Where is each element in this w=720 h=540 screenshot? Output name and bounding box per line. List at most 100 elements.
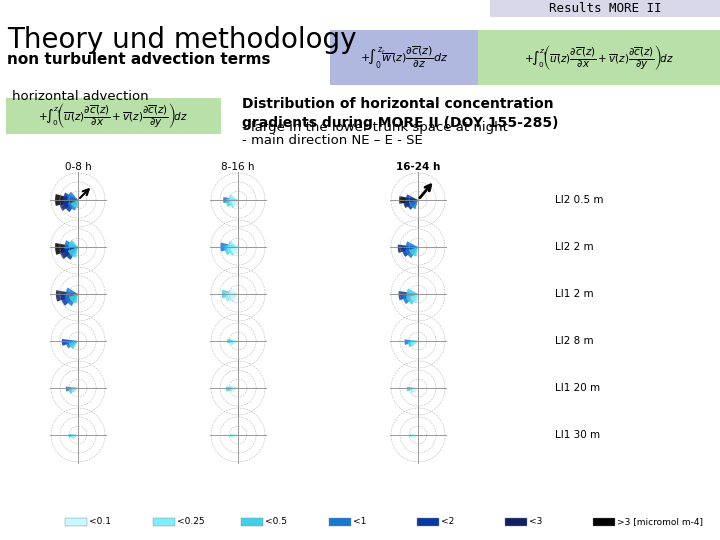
Wedge shape: [55, 194, 78, 206]
Text: Theory und methodology: Theory und methodology: [7, 26, 356, 54]
Wedge shape: [59, 198, 78, 211]
Bar: [593, 518, 615, 526]
Text: non turbulent advection terms: non turbulent advection terms: [7, 52, 271, 68]
Wedge shape: [228, 241, 238, 248]
Wedge shape: [228, 294, 238, 303]
Bar: [330, 30, 478, 85]
Wedge shape: [68, 434, 78, 438]
Bar: [417, 518, 439, 526]
Wedge shape: [55, 243, 78, 255]
Wedge shape: [407, 387, 418, 392]
Bar: [65, 518, 87, 526]
Wedge shape: [233, 434, 238, 437]
Wedge shape: [410, 340, 418, 347]
Text: LI2 2 m: LI2 2 m: [555, 242, 593, 252]
Wedge shape: [228, 288, 238, 295]
Wedge shape: [406, 194, 418, 202]
Wedge shape: [230, 247, 238, 254]
Text: LI1 30 m: LI1 30 m: [555, 430, 600, 440]
Wedge shape: [405, 339, 418, 345]
Wedge shape: [68, 388, 78, 394]
Text: Distribution of horizontal concentration
gradients during MORE II (DOY 155-285): Distribution of horizontal concentration…: [242, 97, 559, 131]
Wedge shape: [63, 193, 78, 202]
Wedge shape: [66, 341, 78, 348]
Wedge shape: [67, 192, 78, 200]
Text: <2: <2: [441, 517, 454, 526]
Wedge shape: [62, 339, 78, 346]
Wedge shape: [226, 199, 238, 207]
Wedge shape: [233, 339, 238, 343]
Bar: [505, 518, 527, 526]
Bar: [329, 518, 351, 526]
Text: $+\!\int_{0}^{z_r}\!\overline{w}(z)\dfrac{\partial\overline{c}(z)}{\partial z}dz: $+\!\int_{0}^{z_r}\!\overline{w}(z)\dfra…: [360, 45, 449, 71]
Wedge shape: [56, 290, 78, 301]
Wedge shape: [71, 387, 78, 393]
Text: $+\!\int_{0}^{z_r}\!\!\left(\overline{u}(z)\dfrac{\partial\overline{c}(z)}{\part: $+\!\int_{0}^{z_r}\!\!\left(\overline{u}…: [524, 44, 674, 72]
Wedge shape: [412, 435, 418, 439]
Wedge shape: [230, 341, 238, 346]
Wedge shape: [410, 388, 418, 393]
Wedge shape: [230, 386, 238, 392]
Text: <0.25: <0.25: [177, 517, 204, 526]
Bar: [153, 518, 175, 526]
Text: <0.5: <0.5: [265, 517, 287, 526]
Wedge shape: [69, 294, 78, 303]
Wedge shape: [228, 200, 238, 208]
Text: $+\!\int_{0}^{z_r}\!\!\left(\overline{u}(z)\dfrac{\partial\overline{c}(z)}{\part: $+\!\int_{0}^{z_r}\!\!\left(\overline{u}…: [38, 102, 188, 131]
Wedge shape: [399, 291, 418, 300]
Wedge shape: [232, 200, 238, 207]
Wedge shape: [406, 200, 418, 210]
Wedge shape: [407, 288, 418, 296]
Text: LI2 0.5 m: LI2 0.5 m: [555, 195, 603, 205]
Wedge shape: [406, 241, 418, 249]
Wedge shape: [410, 434, 418, 437]
Wedge shape: [60, 293, 78, 306]
Wedge shape: [403, 199, 418, 208]
Wedge shape: [68, 341, 78, 349]
Wedge shape: [409, 200, 418, 209]
Wedge shape: [71, 435, 78, 440]
Wedge shape: [68, 200, 78, 211]
Text: 0-8 h: 0-8 h: [65, 162, 91, 172]
Text: 8-16 h: 8-16 h: [221, 162, 255, 172]
Text: LI1 2 m: LI1 2 m: [555, 289, 593, 299]
Wedge shape: [225, 293, 238, 302]
Wedge shape: [406, 294, 418, 305]
Wedge shape: [226, 387, 238, 392]
Wedge shape: [63, 200, 78, 212]
Wedge shape: [71, 200, 78, 208]
Wedge shape: [228, 339, 238, 343]
Wedge shape: [223, 197, 238, 203]
Wedge shape: [397, 245, 418, 253]
Wedge shape: [405, 247, 418, 258]
Text: - main direction NE – E - SE: - main direction NE – E - SE: [242, 134, 423, 147]
Wedge shape: [408, 341, 418, 347]
Text: LI2 8 m: LI2 8 m: [555, 336, 593, 346]
Wedge shape: [66, 387, 78, 392]
Text: <3: <3: [529, 517, 542, 526]
Text: <1: <1: [353, 517, 366, 526]
Wedge shape: [409, 247, 418, 256]
Text: LI1 20 m: LI1 20 m: [555, 383, 600, 393]
Wedge shape: [228, 247, 238, 256]
Wedge shape: [402, 247, 418, 257]
Wedge shape: [410, 294, 418, 302]
Bar: [241, 518, 263, 526]
Wedge shape: [232, 386, 238, 392]
Wedge shape: [65, 294, 78, 306]
Text: - large in the lower trunk space at night: - large in the lower trunk space at nigh…: [242, 120, 508, 133]
Bar: [478, 30, 720, 85]
Wedge shape: [412, 387, 418, 393]
Wedge shape: [228, 194, 238, 201]
Bar: [6, 98, 221, 134]
Wedge shape: [402, 294, 418, 304]
Text: <0.1: <0.1: [89, 517, 111, 526]
Text: 16-24 h: 16-24 h: [396, 162, 440, 172]
Wedge shape: [230, 434, 238, 437]
Bar: [490, 0, 720, 17]
Wedge shape: [222, 290, 238, 298]
Wedge shape: [68, 247, 78, 258]
Text: >3 [micromol m-4]: >3 [micromol m-4]: [617, 517, 703, 526]
Wedge shape: [68, 240, 78, 247]
Wedge shape: [225, 245, 238, 255]
